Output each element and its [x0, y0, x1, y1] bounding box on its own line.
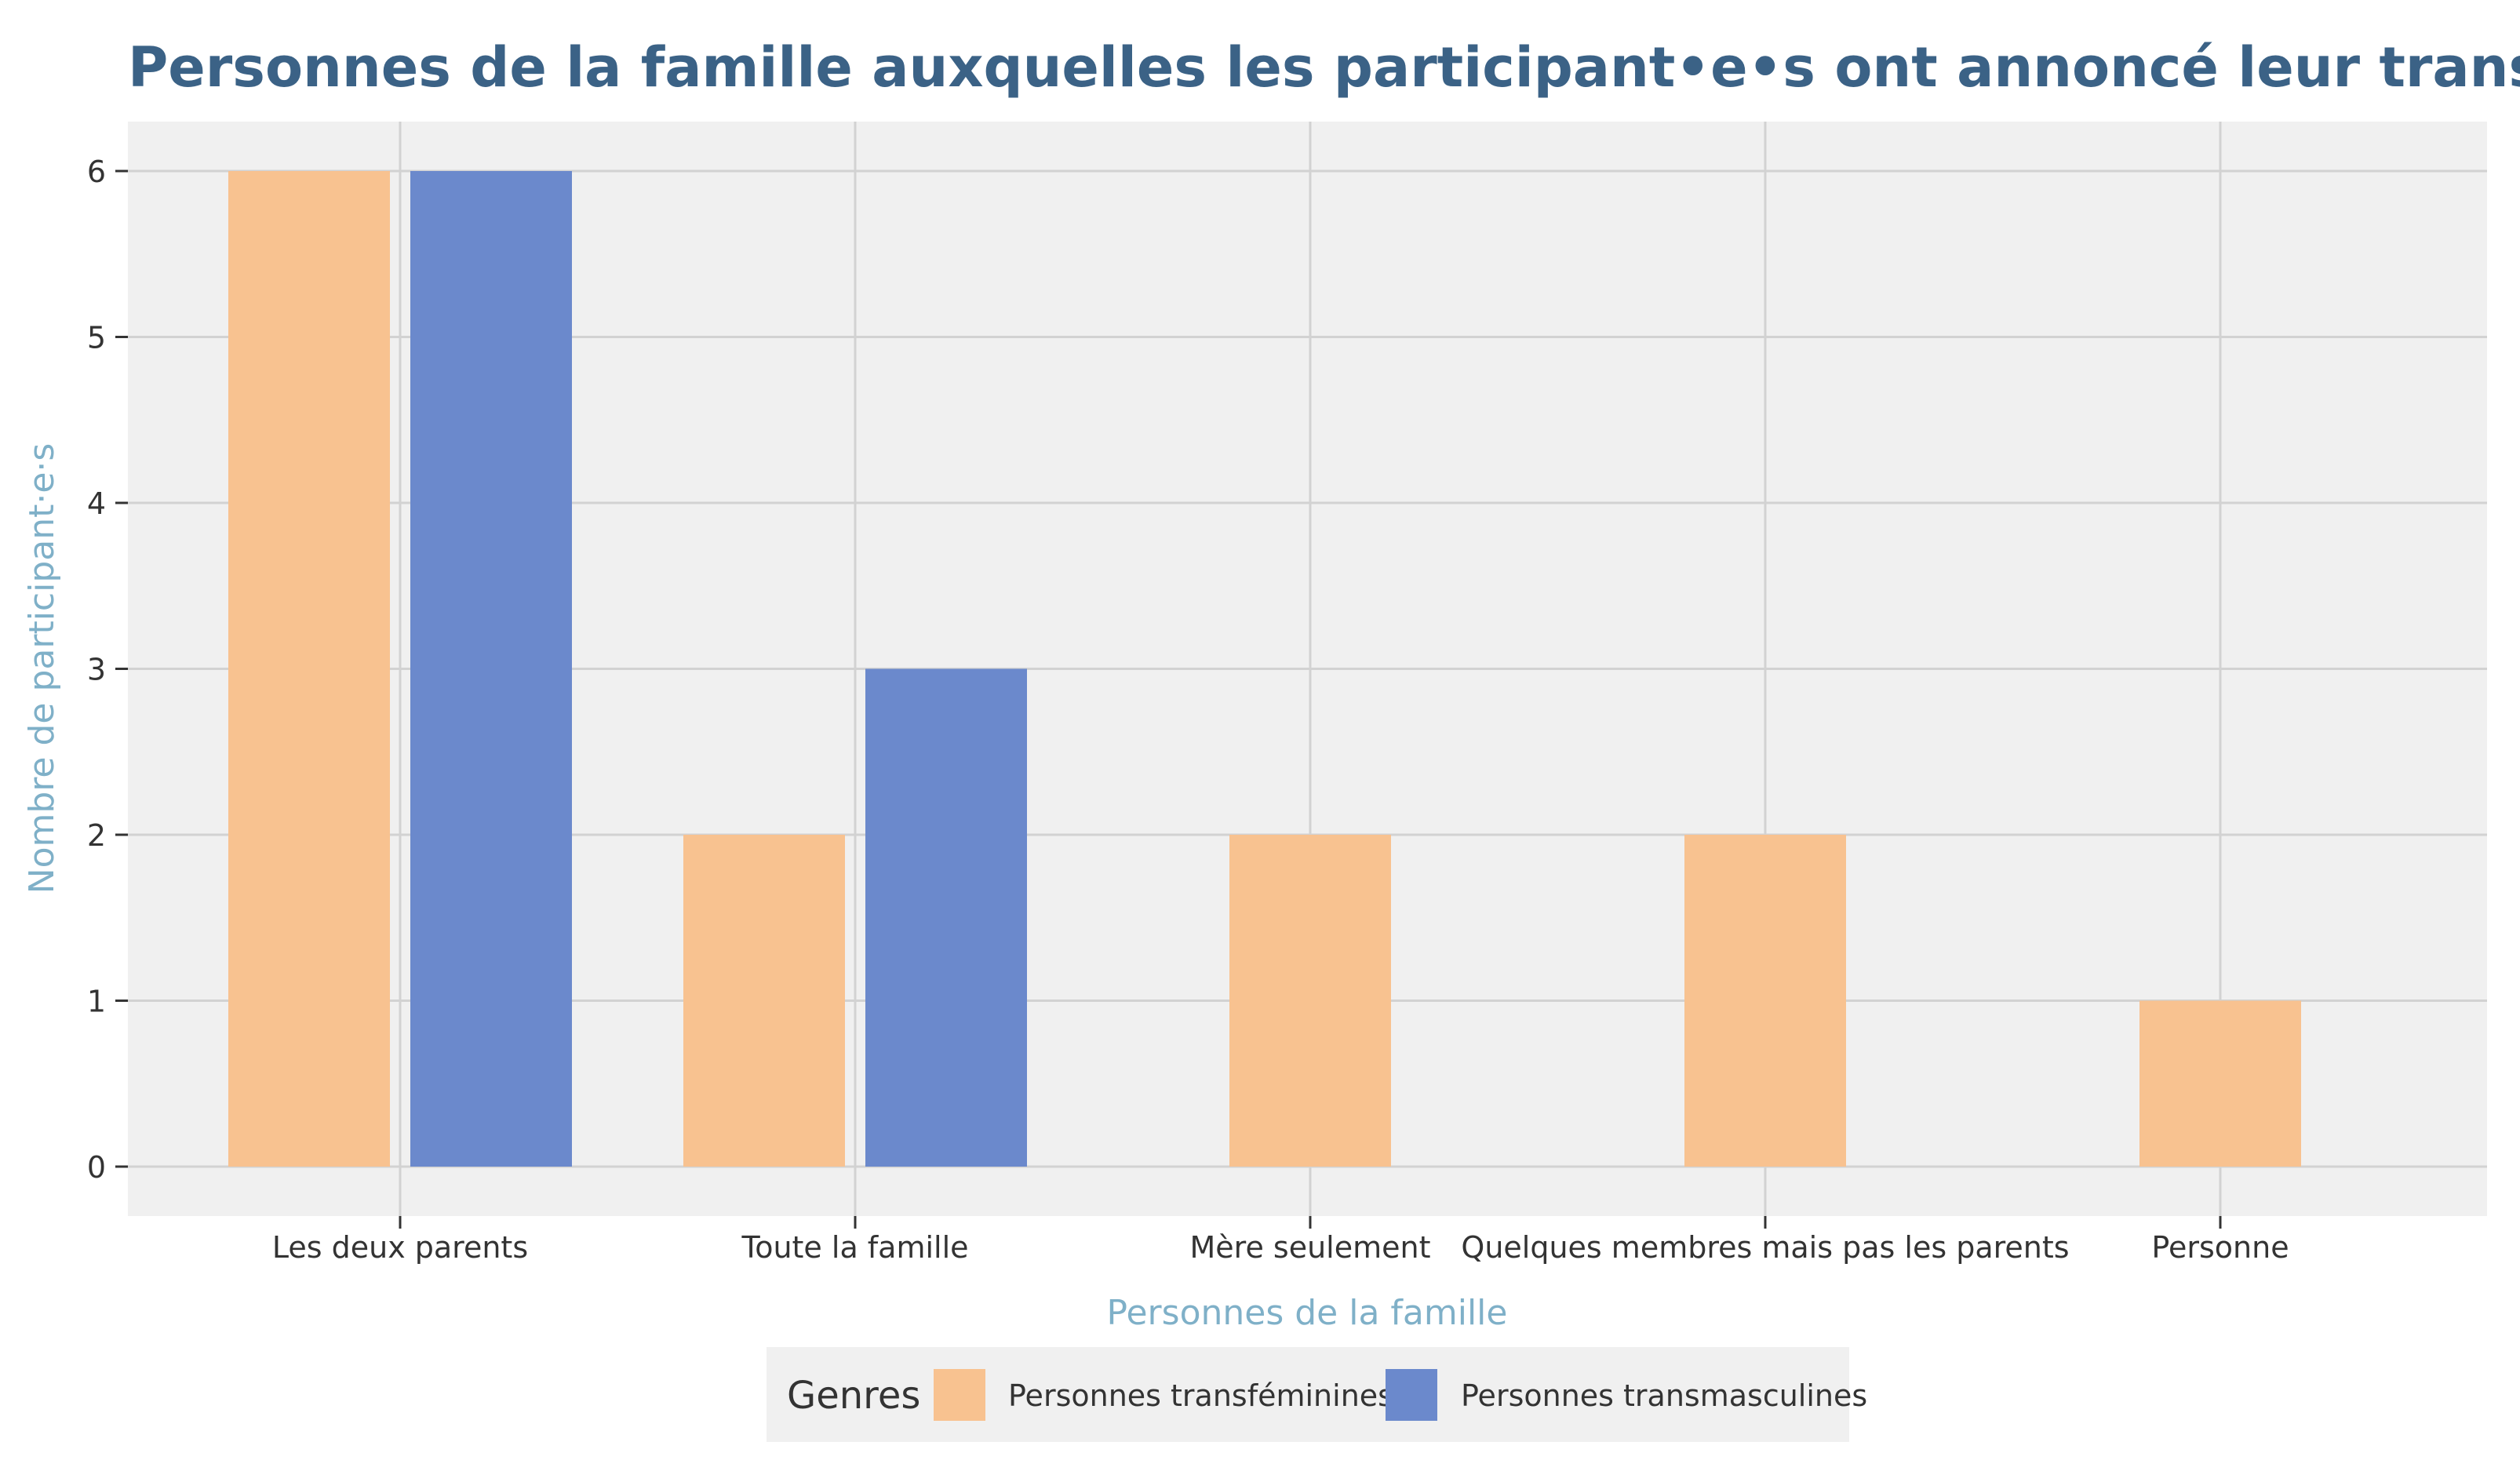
y-tick-label-1: 1	[87, 985, 106, 1019]
bar-4-0	[2139, 1000, 2301, 1167]
bar-1-0	[683, 835, 845, 1167]
legend-label-transmasculines: Personnes transmasculines	[1461, 1378, 1867, 1413]
x-tick-label-4: Personne	[2151, 1230, 2289, 1265]
y-tick-label-4: 4	[87, 486, 106, 521]
y-tick-label-3: 3	[87, 653, 106, 687]
x-tick-label-2: Mère seulement	[1190, 1230, 1431, 1265]
y-tick-label-0: 0	[87, 1150, 106, 1185]
legend: Genres Personnes transféminines Personne…	[767, 1347, 1867, 1442]
chart-title: Personnes de la famille auxquelles les p…	[128, 35, 2520, 100]
bar-1-1	[865, 668, 1027, 1167]
y-axis-ticks: 0 1 2 3 4 5 6	[87, 155, 128, 1185]
legend-swatch-transfeminines	[934, 1369, 985, 1421]
bar-0-1	[410, 171, 572, 1167]
bar-0-0	[228, 171, 390, 1167]
bar-2-0	[1229, 835, 1391, 1167]
x-tick-label-0: Les deux parents	[272, 1230, 528, 1265]
legend-title: Genres	[787, 1374, 920, 1418]
x-axis-ticks: Les deux parents Toute la famille Mère seu…	[272, 1216, 2289, 1265]
x-axis-title: Personnes de la famille	[1107, 1293, 1508, 1333]
y-tick-label-6: 6	[87, 155, 106, 189]
legend-label-transfeminines: Personnes transféminines	[1008, 1378, 1393, 1413]
legend-swatch-transmasculines	[1386, 1369, 1437, 1421]
bar-3-0	[1684, 835, 1846, 1167]
y-tick-label-2: 2	[87, 818, 106, 853]
x-tick-label-3: Quelques membres mais pas les parents	[1461, 1230, 2069, 1265]
y-tick-label-5: 5	[87, 321, 106, 355]
bars	[228, 171, 2301, 1167]
x-tick-label-1: Toute la famille	[741, 1230, 968, 1265]
y-axis-title: Nombre de participant·e·s	[22, 443, 62, 894]
